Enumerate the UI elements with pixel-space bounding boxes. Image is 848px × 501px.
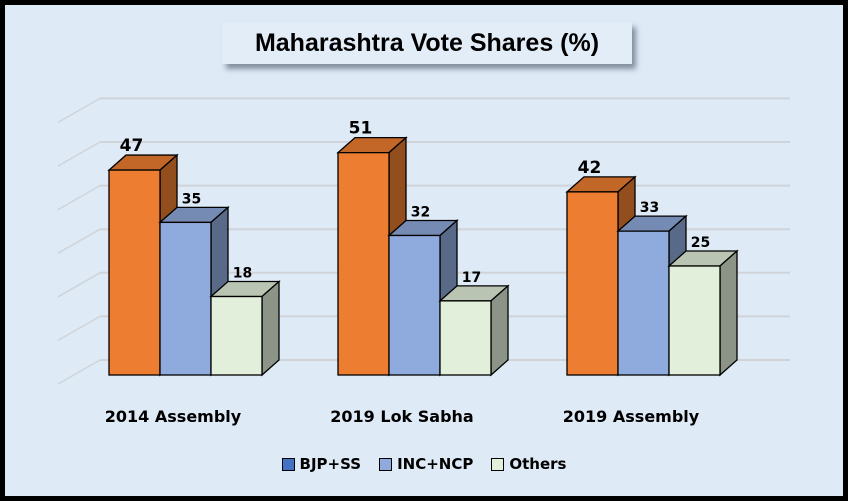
bar	[337, 151, 390, 376]
gridline-side	[57, 228, 101, 254]
legend-swatch	[491, 457, 505, 471]
legend: BJP+SS INC+NCP Others	[0, 455, 848, 475]
legend-item: Others	[491, 455, 566, 473]
gridline-side	[57, 184, 101, 211]
bar-side	[490, 284, 509, 377]
category-label: 2019 Assembly	[563, 407, 700, 426]
legend-item: BJP+SS	[281, 455, 362, 473]
data-label: 33	[640, 200, 659, 216]
data-label: 47	[120, 136, 144, 156]
data-label: 42	[578, 158, 602, 178]
bar	[668, 265, 721, 376]
category-label: 2019 Lok Sabha	[330, 407, 473, 426]
bar	[439, 300, 492, 376]
bar-side	[261, 280, 280, 377]
bar	[159, 221, 212, 376]
gridline-side	[57, 272, 101, 298]
legend-label: BJP+SS	[299, 455, 362, 473]
bar	[108, 169, 161, 376]
gridline-side	[57, 359, 101, 385]
data-label: 32	[411, 204, 430, 220]
data-label: 51	[349, 119, 373, 139]
legend-swatch	[379, 457, 393, 471]
bar	[210, 295, 263, 376]
legend-label: INC+NCP	[397, 455, 474, 473]
gridline-side	[57, 97, 101, 124]
bar	[388, 234, 441, 376]
chart-title: Maharashtra Vote Shares (%)	[222, 22, 632, 64]
gridline-side	[57, 315, 101, 342]
gridline-side	[57, 141, 101, 167]
legend-item: INC+NCP	[379, 455, 473, 473]
legend-label: Others	[509, 455, 567, 473]
data-label: 25	[691, 235, 710, 251]
category-label: 2014 Assembly	[105, 407, 242, 426]
data-label: 18	[233, 266, 252, 282]
bar	[566, 191, 619, 376]
bar-side	[719, 249, 738, 377]
data-label: 17	[462, 270, 481, 286]
bar	[617, 230, 670, 376]
data-label: 35	[182, 191, 201, 207]
legend-swatch	[281, 457, 295, 471]
